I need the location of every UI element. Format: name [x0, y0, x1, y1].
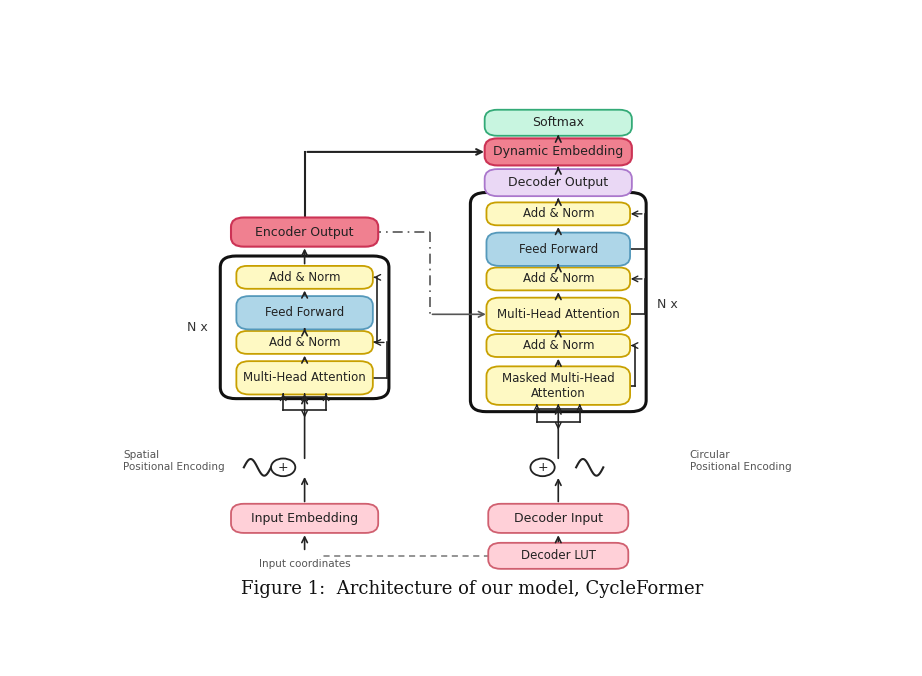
Text: Multi-Head Attention: Multi-Head Attention: [497, 308, 620, 321]
FancyBboxPatch shape: [236, 266, 372, 289]
FancyBboxPatch shape: [487, 366, 630, 405]
Circle shape: [530, 458, 555, 476]
FancyBboxPatch shape: [236, 361, 372, 395]
Text: Figure 1:  Architecture of our model, CycleFormer: Figure 1: Architecture of our model, Cyc…: [242, 579, 703, 598]
FancyBboxPatch shape: [489, 543, 628, 569]
Text: Feed Forward: Feed Forward: [519, 243, 597, 256]
Text: Decoder LUT: Decoder LUT: [521, 550, 596, 562]
FancyBboxPatch shape: [487, 268, 630, 291]
Text: Input Embedding: Input Embedding: [251, 512, 358, 525]
FancyBboxPatch shape: [487, 202, 630, 225]
Text: Input coordinates: Input coordinates: [259, 559, 350, 569]
Text: Add & Norm: Add & Norm: [523, 208, 594, 220]
Text: Circular
Positional Encoding: Circular Positional Encoding: [690, 450, 791, 472]
FancyBboxPatch shape: [487, 334, 630, 357]
Circle shape: [271, 458, 295, 476]
Text: +: +: [278, 461, 289, 474]
FancyBboxPatch shape: [485, 169, 632, 196]
Text: Multi-Head Attention: Multi-Head Attention: [243, 371, 366, 385]
Text: Add & Norm: Add & Norm: [269, 336, 340, 349]
Text: Add & Norm: Add & Norm: [523, 339, 594, 352]
FancyBboxPatch shape: [236, 296, 372, 329]
FancyBboxPatch shape: [485, 139, 632, 166]
FancyBboxPatch shape: [489, 504, 628, 533]
Text: Decoder Input: Decoder Input: [514, 512, 603, 525]
Text: Spatial
Positional Encoding: Spatial Positional Encoding: [123, 450, 225, 472]
Text: Add & Norm: Add & Norm: [269, 271, 340, 284]
Text: Masked Multi-Head
Attention: Masked Multi-Head Attention: [502, 372, 615, 400]
Text: +: +: [538, 461, 548, 474]
FancyBboxPatch shape: [231, 504, 378, 533]
Text: N x: N x: [187, 321, 208, 334]
Text: Feed Forward: Feed Forward: [265, 306, 344, 319]
FancyBboxPatch shape: [231, 218, 378, 247]
FancyBboxPatch shape: [485, 110, 632, 136]
FancyBboxPatch shape: [487, 233, 630, 266]
Text: Encoder Output: Encoder Output: [255, 226, 354, 239]
FancyBboxPatch shape: [236, 331, 372, 354]
Text: Softmax: Softmax: [532, 116, 585, 129]
Text: Dynamic Embedding: Dynamic Embedding: [493, 145, 623, 158]
FancyBboxPatch shape: [487, 297, 630, 331]
Text: Add & Norm: Add & Norm: [523, 272, 594, 285]
Text: N x: N x: [656, 298, 678, 312]
Text: Decoder Output: Decoder Output: [508, 176, 609, 189]
